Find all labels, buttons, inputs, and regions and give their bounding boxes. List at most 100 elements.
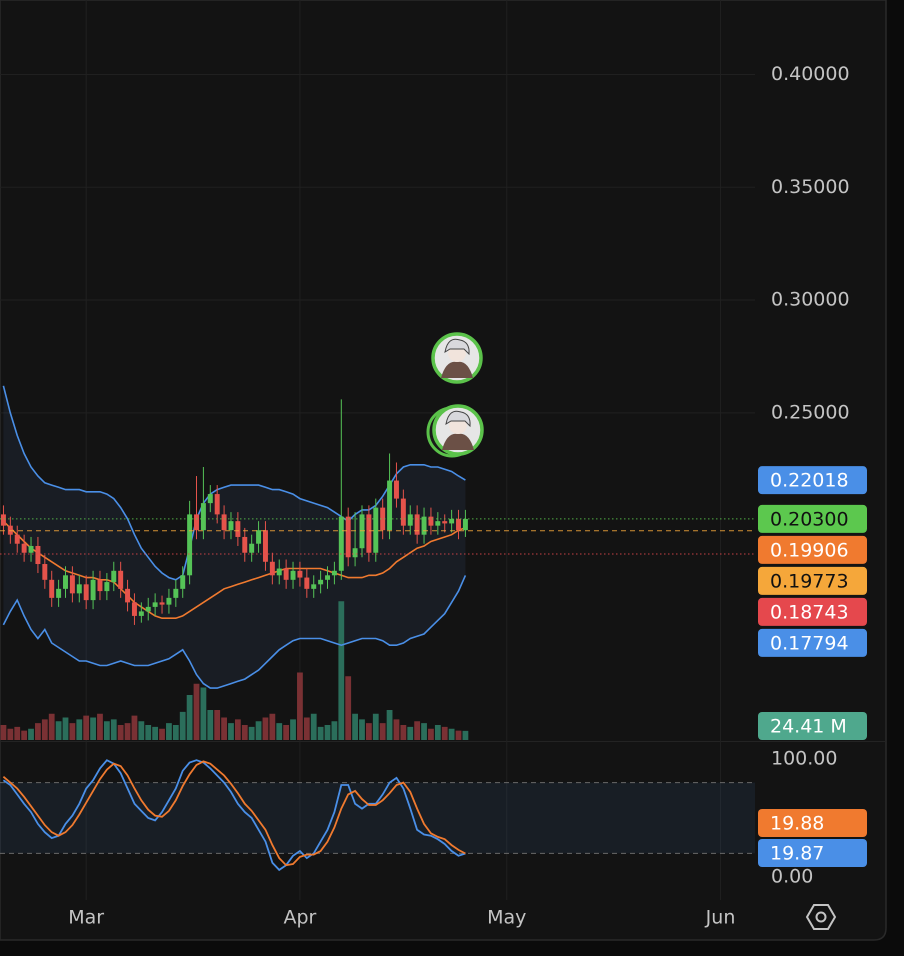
price-label-box	[758, 466, 867, 495]
candle-body	[90, 579, 96, 601]
candle-body	[235, 521, 241, 537]
volume-bar	[386, 710, 393, 740]
candle-body	[35, 545, 41, 565]
volume-bar	[441, 726, 448, 740]
y-tick-label: 0.40000	[771, 63, 850, 85]
candle-body	[366, 514, 372, 553]
candle-body	[63, 575, 68, 589]
candle-body	[166, 597, 172, 605]
candle-body	[221, 514, 227, 531]
candle-body	[83, 584, 89, 601]
candle-body	[318, 579, 324, 585]
indicator-value-label-box	[758, 809, 867, 837]
volume-bar	[131, 715, 138, 740]
candle-body	[228, 521, 234, 531]
volume-bar	[55, 721, 62, 740]
candle-body	[159, 602, 165, 605]
price-label: 0.19906	[770, 539, 849, 561]
volume-bar	[455, 730, 462, 740]
candle-body	[393, 480, 399, 499]
volume-bar	[62, 717, 69, 740]
candle-body	[131, 602, 137, 616]
volume-bar	[76, 719, 83, 740]
price-label: 0.19773	[770, 570, 849, 592]
volume-bar	[400, 725, 407, 740]
candle-body	[435, 521, 441, 526]
volume-bar	[365, 723, 372, 740]
volume-bar	[434, 725, 441, 740]
candle-body	[194, 514, 199, 531]
volume-label: 24.41 M	[770, 716, 847, 738]
volume-bar	[124, 723, 131, 740]
volume-bar	[297, 672, 303, 740]
y-tick-label: 0.30000	[771, 289, 850, 311]
candle-body	[249, 543, 255, 553]
event-avatar[interactable]	[431, 332, 483, 384]
price-label-box	[758, 628, 867, 657]
volume-bar	[338, 601, 345, 740]
volume-bar	[166, 723, 172, 740]
volume-bar	[159, 728, 165, 740]
candle-body	[200, 503, 206, 531]
volume-bar	[207, 710, 214, 740]
volume-bar	[21, 730, 28, 740]
candle-body	[49, 579, 55, 598]
volume-bar	[331, 721, 338, 740]
candle-body	[269, 561, 275, 576]
volume-bar	[290, 719, 296, 740]
volume-bar	[186, 695, 193, 740]
volume-bar	[428, 728, 434, 740]
y-tick-label: 0.25000	[771, 401, 850, 423]
candle-body	[276, 568, 282, 576]
settings-button[interactable]	[805, 904, 837, 930]
volume-bar	[407, 726, 414, 740]
volume-bar	[152, 726, 159, 740]
volume-bar	[234, 719, 241, 740]
price-label-box	[758, 504, 867, 533]
band-fill	[3, 385, 466, 689]
candle-body	[69, 575, 75, 594]
volume-bar	[28, 728, 34, 740]
price-label: 0.20300	[770, 508, 849, 530]
volume-bar	[48, 713, 55, 740]
volume-bar	[69, 723, 76, 740]
candle-body	[56, 588, 62, 598]
x-tick-label: Apr	[283, 907, 316, 929]
candle-body	[414, 514, 420, 535]
candle-body	[456, 518, 461, 531]
volume-bar	[269, 713, 276, 740]
candle-body	[352, 548, 358, 558]
candle-body	[138, 611, 144, 616]
volume-bar	[462, 730, 469, 740]
volume-bar	[138, 721, 145, 740]
volume-bar	[448, 728, 455, 740]
volume-bar	[7, 728, 14, 740]
candle-body	[242, 536, 248, 553]
candle-body	[407, 514, 413, 526]
x-tick-label: Jun	[705, 907, 736, 929]
candle-body	[325, 575, 330, 580]
volume-bar	[228, 723, 234, 740]
indicator-value-label: 19.88	[770, 813, 824, 835]
indicator-value-label: 19.87	[770, 843, 824, 865]
candle-body	[283, 568, 289, 580]
event-avatar-group[interactable]	[426, 404, 484, 458]
y-tick-label: 0.00	[771, 865, 813, 887]
volume-bar	[41, 719, 48, 740]
volume-bar	[35, 723, 41, 740]
volume-bar	[117, 725, 124, 740]
volume-label-box	[758, 712, 867, 740]
volume-bar	[14, 726, 21, 740]
volume-bar	[255, 721, 262, 740]
volume-bar	[248, 726, 255, 740]
volume-bar	[0, 725, 7, 740]
price-label: 0.18743	[770, 601, 849, 623]
candle-body	[304, 577, 310, 589]
candle-body	[21, 543, 27, 553]
candle-body	[125, 588, 131, 603]
candle-body	[380, 507, 386, 531]
candle-body	[297, 570, 303, 578]
volume-bar	[310, 713, 317, 740]
